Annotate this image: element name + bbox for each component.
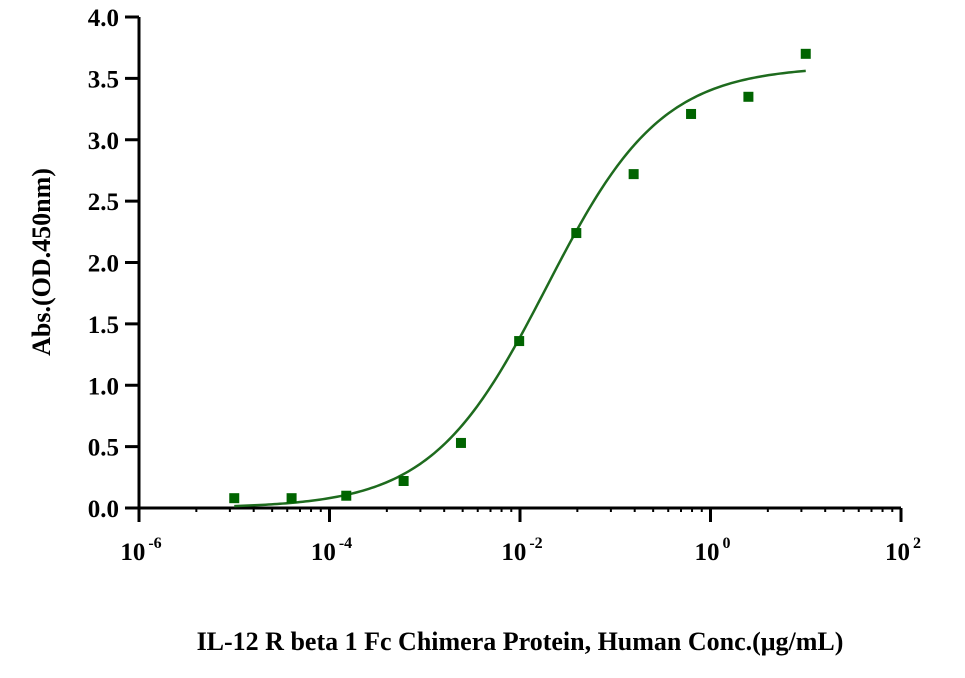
data-point xyxy=(455,437,466,448)
y-tick-label: 0.5 xyxy=(88,435,119,462)
data-point xyxy=(743,91,754,102)
x-axis-title: IL-12 R beta 1 Fc Chimera Protein, Human… xyxy=(197,627,844,656)
x-tick-label: 10 2 xyxy=(885,535,921,566)
x-axis: 10 -6 10 -4 10 -2 10 0 10 2 xyxy=(120,506,921,566)
y-tick-label: 2.0 xyxy=(88,251,119,278)
y-tick-label: 4.0 xyxy=(88,5,119,32)
y-tick-label: 3.5 xyxy=(88,66,119,93)
x-tick-label: 10 -2 xyxy=(501,535,542,566)
data-point xyxy=(514,336,525,347)
data-point xyxy=(628,169,639,180)
y-tick-label: 1.5 xyxy=(88,312,119,339)
data-point xyxy=(398,475,409,486)
y-axis-title: Abs.(OD.450nm) xyxy=(27,168,56,356)
y-tick-label: 3.0 xyxy=(88,128,119,155)
x-tick-label: 10 -6 xyxy=(120,535,161,566)
y-axis: 0.0 0.5 1.0 1.5 2.0 2.5 3.0 3.5 4.0 xyxy=(88,5,141,523)
data-point xyxy=(686,108,697,119)
x-tick-label: 10 -4 xyxy=(311,535,352,566)
data-points xyxy=(229,48,811,504)
data-point xyxy=(800,48,811,59)
data-point xyxy=(571,228,582,239)
data-point xyxy=(286,493,297,504)
data-point xyxy=(341,490,352,501)
y-tick-label: 0.0 xyxy=(88,496,119,523)
x-tick-label: 10 0 xyxy=(695,535,731,566)
fit-curve xyxy=(234,69,806,508)
y-tick-label: 2.5 xyxy=(88,189,119,216)
y-tick-label: 1.0 xyxy=(88,373,119,400)
data-point xyxy=(229,493,240,504)
